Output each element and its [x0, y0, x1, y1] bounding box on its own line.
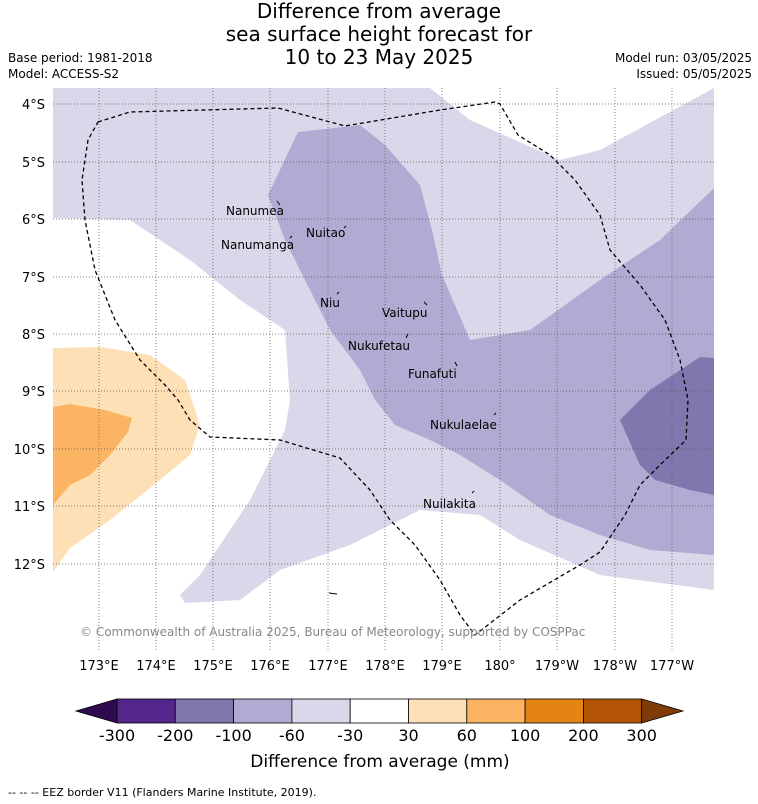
lat-label: 12°S: [14, 558, 45, 573]
island-label-funafuti: Funafuti: [408, 367, 457, 381]
colorbar-tick-label: -300: [99, 726, 135, 745]
lon-label: 180°: [484, 659, 515, 674]
lat-label: 7°S: [22, 271, 45, 286]
lon-label: 175°E: [193, 659, 233, 674]
island-markers: [276, 200, 497, 595]
lat-label: 8°S: [22, 328, 45, 343]
lon-label: 178°W: [593, 659, 637, 674]
lat-label: 9°S: [22, 385, 45, 400]
island-label-vaitupu: Vaitupu: [382, 306, 428, 320]
island-label-nuilakita: Nuilakita: [423, 497, 476, 511]
colorbar-segment: [116, 698, 176, 724]
lat-label: 5°S: [22, 156, 45, 171]
title-line-2: sea surface height forecast for: [225, 22, 533, 46]
colorbar-segment: [408, 698, 468, 724]
island-label-nanumea: Nanumea: [226, 204, 284, 218]
lon-label: 177°W: [650, 659, 694, 674]
colorbar-tick-label: -200: [157, 726, 193, 745]
colorbar-tick-label: 30: [398, 726, 418, 745]
eez-border: [81, 101, 689, 636]
lon-label: 179°W: [535, 659, 579, 674]
lon-label: 178°E: [365, 659, 405, 674]
colorbar-arrow-high: [641, 698, 685, 724]
graticule: [53, 88, 714, 650]
title-line-3: 10 to 23 May 2025: [284, 45, 474, 69]
lon-label: 176°E: [250, 659, 290, 674]
eez-footnote: -- -- -- EEZ border V11 (Flanders Marine…: [8, 786, 317, 799]
contour-dark-purple: [620, 357, 714, 495]
contour-light-orange: [53, 347, 200, 572]
colorbar-tick-label: 100: [510, 726, 541, 745]
lon-label: 177°E: [308, 659, 348, 674]
lon-label: 173°E: [79, 659, 119, 674]
lat-label: 11°S: [14, 500, 45, 515]
colorbar-segment: [583, 698, 643, 724]
colorbar-segment: [524, 698, 584, 724]
colorbar-tick-label: 300: [626, 726, 657, 745]
colorbar-segment: [466, 698, 526, 724]
island-label-nukufetau: Nukufetau: [348, 339, 410, 353]
island-label-nuitao: Nuitao: [306, 226, 345, 240]
colorbar: [74, 698, 685, 724]
lon-label: 174°E: [136, 659, 176, 674]
colorbar-title: Difference from average (mm): [250, 752, 509, 772]
island-label-niu: Niu: [320, 296, 340, 310]
contour-mid-purple: [268, 125, 714, 555]
colorbar-segment: [349, 698, 409, 724]
colorbar-tick-label: 60: [457, 726, 477, 745]
colorbar-segment: [233, 698, 293, 724]
colorbar-tick-label: -60: [279, 726, 305, 745]
lat-label: 10°S: [14, 443, 45, 458]
lat-label: 4°S: [22, 98, 45, 113]
island-label-nukulaelae: Nukulaelae: [430, 418, 497, 432]
colorbar-tick-label: -30: [337, 726, 363, 745]
lon-label: 179°E: [422, 659, 462, 674]
title-line-1: Difference from average: [256, 0, 502, 23]
colorbar-tick-label: 200: [568, 726, 599, 745]
colorbar-segment: [174, 698, 235, 724]
colorbar-arrow-low: [74, 698, 118, 724]
lat-label: 6°S: [22, 213, 45, 228]
copyright-notice: © Commonwealth of Australia 2025, Bureau…: [80, 625, 585, 639]
model-name: Model: ACCESS-S2: [8, 67, 120, 81]
issued-date: Issued: 05/05/2025: [636, 67, 752, 81]
colorbar-segment: [291, 698, 351, 724]
base-period: Base period: 1981-2018: [8, 51, 153, 65]
contour-mid-orange: [53, 404, 132, 505]
model-run: Model run: 03/05/2025: [614, 51, 752, 65]
island-label-nanumanga: Nanumanga: [221, 238, 294, 252]
colorbar-tick-label: -100: [215, 726, 251, 745]
